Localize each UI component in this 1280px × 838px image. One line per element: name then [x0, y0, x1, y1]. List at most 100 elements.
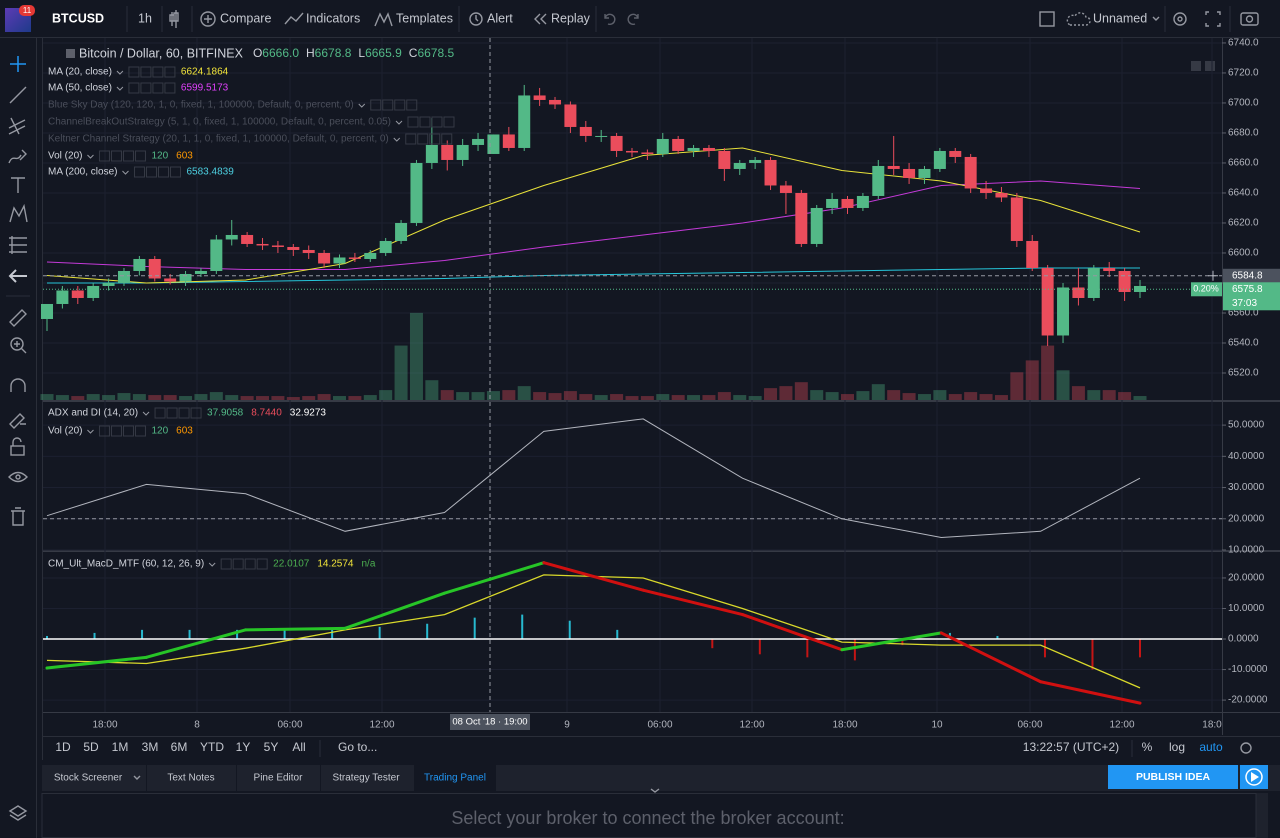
stay-drawing-tool[interactable]: [9, 413, 26, 429]
volume-bar: [994, 395, 1008, 400]
legend-value: 22.0107: [273, 559, 310, 570]
lock-tool[interactable]: [10, 445, 25, 456]
select-layout-icon[interactable]: [1039, 11, 1055, 27]
volume-bar: [610, 394, 624, 400]
settings-icon[interactable]: [1173, 12, 1187, 26]
range-button[interactable]: 6M: [171, 740, 188, 754]
undo-icon[interactable]: [604, 13, 616, 26]
candle-body: [425, 144, 438, 163]
volume-bar: [163, 395, 177, 400]
legend-name: MA (200, close): [48, 167, 117, 178]
legend-button: [169, 166, 181, 178]
range-button[interactable]: All: [292, 740, 305, 754]
range-button[interactable]: 5D: [83, 740, 99, 754]
range-button[interactable]: 1Y: [236, 740, 251, 754]
y-tick-label: 6680.0: [1228, 128, 1259, 139]
histogram-bar: [521, 614, 524, 640]
brush-tool[interactable]: [8, 149, 27, 164]
legend-value: 6583.4839: [186, 167, 234, 178]
legend-button: [382, 99, 394, 111]
candle-body: [164, 278, 177, 282]
time-label: 10: [931, 720, 943, 731]
fib-tool[interactable]: [8, 117, 26, 135]
tab[interactable]: Pine Editor: [254, 773, 304, 784]
magnet-tool[interactable]: [10, 378, 26, 392]
candle-body: [441, 144, 454, 160]
replay-icon: [534, 13, 547, 25]
tab[interactable]: Strategy Tester: [332, 773, 400, 784]
caret: [116, 86, 124, 91]
candle-body: [579, 126, 592, 136]
candle-body: [841, 198, 854, 208]
layout-name[interactable]: Unnamed: [1093, 11, 1147, 25]
volume-bar: [179, 396, 193, 400]
interval[interactable]: 1h: [138, 11, 152, 25]
y-tick-label: 0.0000: [1228, 634, 1259, 645]
price-marker: [1223, 268, 1280, 283]
redo-icon[interactable]: [627, 13, 639, 26]
crosshair-tool[interactable]: [10, 56, 26, 72]
prediction-tool[interactable]: [9, 236, 27, 254]
legend-button: [244, 558, 256, 570]
ohlc-value: 6665.9: [365, 46, 402, 60]
scroll-button[interactable]: [1191, 61, 1201, 71]
toolbar-button[interactable]: Alert: [487, 11, 513, 25]
macd-segment: [343, 591, 446, 630]
percent-toggle[interactable]: %: [1142, 740, 1153, 754]
tab[interactable]: Trading Panel: [424, 773, 486, 784]
candle-body: [364, 252, 377, 259]
range-button[interactable]: 3M: [142, 740, 159, 754]
range-button[interactable]: YTD: [200, 740, 224, 754]
range-button[interactable]: 5Y: [264, 740, 279, 754]
fullscreen-icon[interactable]: [1205, 11, 1221, 27]
range-button[interactable]: 1D: [55, 740, 71, 754]
publish-button[interactable]: [1108, 765, 1238, 789]
delete-tool[interactable]: [11, 507, 25, 526]
candle-body: [1134, 285, 1146, 292]
auto-toggle[interactable]: auto: [1199, 740, 1223, 754]
tab[interactable]: Stock Screener: [54, 773, 123, 784]
macd-segment: [442, 561, 546, 595]
object-tree-icon[interactable]: [8, 805, 28, 821]
caret: [87, 154, 94, 159]
volume-bar: [917, 394, 931, 400]
range-button[interactable]: 1M: [112, 740, 129, 754]
histogram-bar: [616, 629, 619, 640]
volume-bar: [825, 392, 839, 400]
settings-icon[interactable]: [1240, 742, 1252, 754]
candle-body: [718, 150, 731, 169]
collapse-caret[interactable]: [650, 788, 660, 793]
tab[interactable]: Text Notes: [167, 773, 214, 784]
visibility-tool[interactable]: [8, 471, 28, 483]
toolbar-button[interactable]: Replay: [551, 11, 591, 25]
legend-name: ADX and DI (14, 20): [48, 408, 138, 419]
symbol[interactable]: BTCUSD: [52, 11, 104, 25]
trend-line-tool[interactable]: [9, 86, 27, 104]
histogram-bar: [473, 617, 476, 640]
pattern-tool[interactable]: [9, 203, 28, 223]
scroll-button[interactable]: [1205, 61, 1215, 71]
ohlc-value: 6678.8: [315, 46, 352, 60]
legend-name: Blue Sky Day (120, 120, 1, 0, fixed, 1, …: [48, 100, 354, 111]
legend-button: [220, 558, 232, 570]
legend-button: [256, 558, 268, 570]
back-tool[interactable]: [8, 269, 27, 283]
toolbar-button[interactable]: Templates: [396, 11, 453, 25]
zoom-tool[interactable]: [10, 337, 24, 351]
y-tick-label: -10.0000: [1228, 664, 1268, 675]
chart-style-icon[interactable]: [169, 10, 179, 28]
goto-button[interactable]: Go to...: [338, 740, 377, 754]
candle-body: [379, 240, 392, 253]
text-tool[interactable]: [11, 177, 25, 193]
legend-value: 14.2574: [317, 559, 354, 570]
measure-tool[interactable]: [9, 309, 27, 327]
change-label: 0.20%: [1193, 284, 1219, 294]
log-toggle[interactable]: log: [1169, 740, 1185, 754]
toolbar-button[interactable]: Compare: [220, 11, 271, 25]
snapshot-icon[interactable]: [1240, 12, 1259, 26]
y-tick-label: 6600.0: [1228, 248, 1259, 259]
candle-body: [148, 258, 161, 279]
y-tick-label: 20.0000: [1228, 513, 1265, 524]
volume-bar: [810, 390, 824, 400]
toolbar-button[interactable]: Indicators: [306, 11, 360, 25]
